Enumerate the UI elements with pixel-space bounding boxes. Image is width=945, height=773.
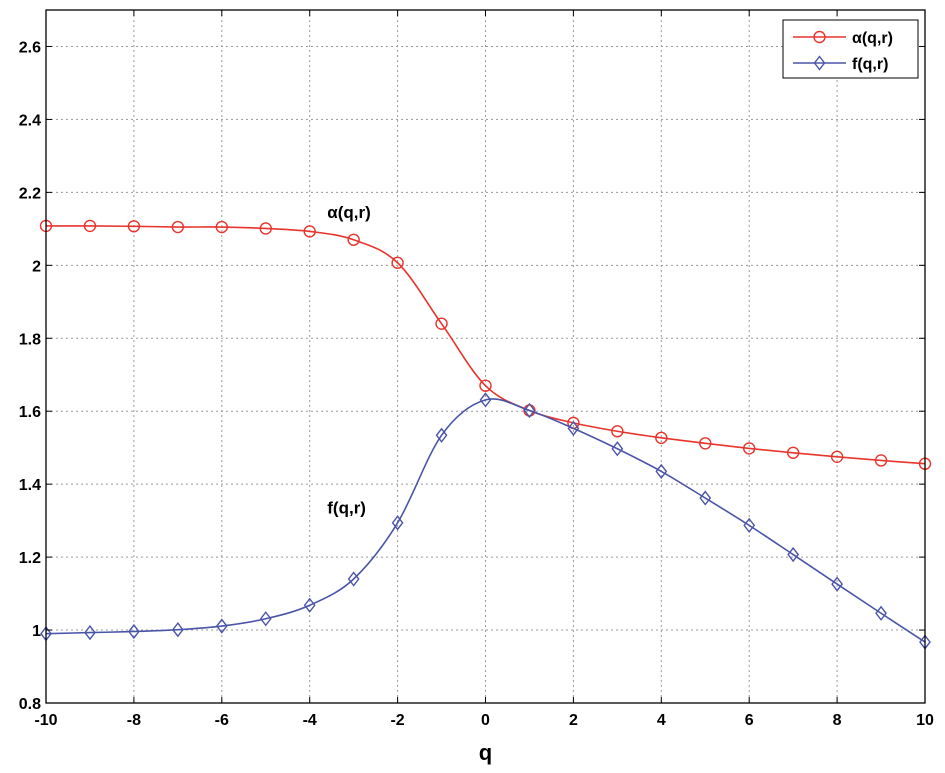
data-point [655,431,668,445]
x-tick-label: -6 [215,712,229,729]
grid [46,10,925,703]
data-point [84,624,96,641]
series-annotation: f(q,r) [327,498,366,517]
data-point [391,515,404,531]
data-point [743,517,756,534]
x-tick-label: -10 [34,712,57,729]
y-tick-label: 1 [32,623,41,640]
data-point [303,225,316,238]
data-point [699,490,712,506]
y-tick-label: 2 [32,258,41,275]
data-point [83,219,97,233]
data-point [127,220,141,233]
data-point [259,222,272,235]
legend-marker-f [813,55,826,71]
y-tick-label: 1.2 [19,550,41,567]
x-tick-label: -2 [390,712,404,729]
x-tick-label: 6 [745,712,754,729]
data-point [830,450,844,464]
data-point [787,546,800,563]
data-point [786,446,800,459]
data-point [567,420,580,437]
data-point [171,220,185,234]
data-point [611,425,624,438]
data-point [128,623,140,640]
data-point [347,571,360,587]
series-layer [39,219,932,650]
y-tick-label: 1.8 [19,331,41,348]
series-line [45,225,926,465]
data-point [655,463,668,480]
data-point [259,611,272,627]
x-tick-label: 4 [657,712,666,729]
x-tick-label: 10 [916,712,934,729]
legend-box [782,19,919,79]
data-point [215,618,228,634]
x-tick-label: 8 [833,712,842,729]
ticks: -10 -8 -6 -4 -2 0 2 4 6 8 10 0.8 1 1.2 1.4 1.6 1.8 2 2.2 2.… [19,10,934,729]
y-tick-label: 1.4 [19,477,41,494]
data-point [171,622,184,638]
data-point [347,233,360,246]
x-tick-label: -4 [303,712,317,729]
data-point [479,392,492,408]
y-tick-label: 0.8 [19,696,41,713]
data-point [611,441,624,457]
data-point [699,437,712,450]
series-annotation: α(q,r) [327,203,371,222]
legend: α(q,r) f(q,r) [782,19,919,79]
data-point [523,402,536,419]
data-point [875,605,887,621]
data-point [391,256,404,269]
data-point [831,576,843,592]
y-tick-label: 2.2 [19,185,41,202]
data-point [215,220,229,234]
data-point [743,442,756,455]
annotations: α(q,r) f(q,r) [327,203,371,517]
x-tick-label: -8 [127,712,141,729]
data-point [874,454,888,467]
y-tick-label: 1.6 [19,404,41,421]
data-point [435,317,448,330]
legend-marker-alpha [813,30,826,44]
data-point [435,427,448,443]
y-tick-label: 2.6 [19,39,41,56]
y-tick-label: 2.4 [19,112,41,129]
x-tick-label: 0 [481,712,490,729]
x-tick-label: 2 [569,712,578,729]
series-f [40,392,931,650]
data-point [303,597,316,613]
x-axis-title: q [479,740,492,765]
series-line [45,398,926,643]
legend-label-f: f(q,r) [852,56,888,73]
data-point [479,379,492,392]
legend-label-alpha: α(q,r) [852,30,893,47]
